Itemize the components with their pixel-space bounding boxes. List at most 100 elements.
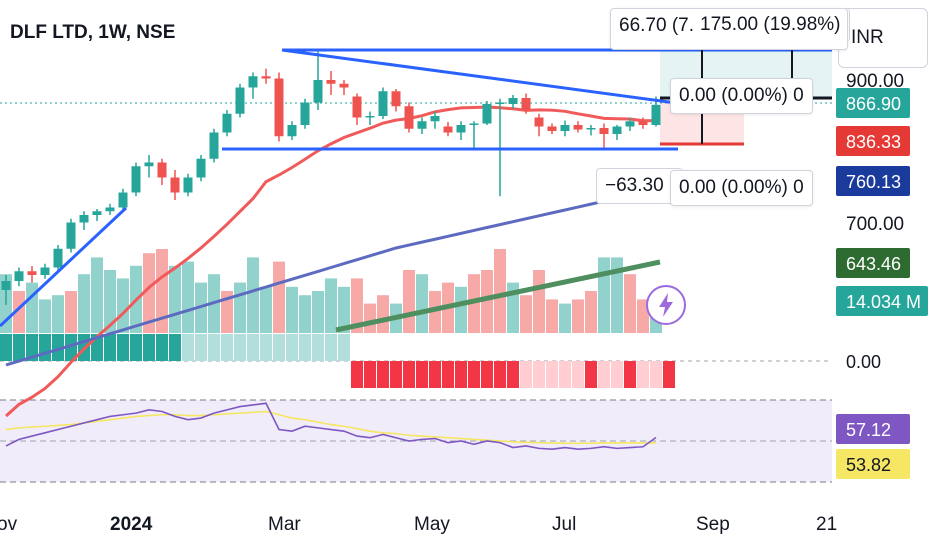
candle-body [469, 123, 479, 125]
candle-body [66, 222, 76, 249]
price-badge-bg [836, 88, 910, 118]
volume-bar [286, 286, 298, 333]
volume-bar [13, 291, 25, 333]
candle-body [235, 87, 245, 114]
histogram-bar [52, 334, 64, 361]
currency-button[interactable]: INR [838, 8, 928, 68]
price-badge-text: 866.90 [846, 94, 901, 114]
candle-body [209, 132, 219, 159]
volume-bar [533, 270, 545, 333]
position-stop-label[interactable]: 0.00 (0.00%) 0 [670, 78, 813, 114]
histogram-bar [325, 334, 337, 361]
histogram-bar [559, 361, 571, 388]
volume-bar [247, 257, 259, 333]
histogram-bar [195, 334, 207, 361]
volume-bar [585, 291, 597, 333]
volume-bar [117, 278, 129, 333]
measure-label-2[interactable]: 0.00 (0.00%) 0 [670, 170, 813, 206]
candle-body [92, 211, 102, 215]
symbol-title: DLF LTD, 1W, NSE [10, 22, 176, 43]
rising-trendline[interactable] [0, 206, 128, 328]
histogram-bar [442, 361, 454, 388]
volume-bar [468, 274, 480, 333]
volume-bar [598, 257, 610, 333]
candle-body [612, 126, 622, 134]
measure-label[interactable]: −63.30 ( [596, 168, 684, 204]
moving-averages [5, 105, 661, 418]
volume-bar [260, 286, 272, 333]
volume-bar [312, 291, 324, 333]
price-badge-bg [836, 346, 910, 376]
price-tick-700: 700.00 [846, 214, 904, 235]
histogram-bar [520, 361, 532, 388]
volume-bar [39, 299, 51, 333]
histogram-bar [663, 361, 675, 388]
price-badge-bg [836, 248, 910, 278]
histogram-bar [312, 334, 324, 361]
candle-body [170, 177, 180, 193]
measure-text: −63.30 ( [605, 175, 676, 196]
volume-bar [169, 265, 181, 333]
histogram-bar [104, 334, 116, 361]
histogram-bar [260, 334, 272, 361]
histogram-bar [390, 361, 402, 388]
ma-blue-line [5, 188, 657, 367]
volume-bar [351, 278, 363, 333]
candle-body [196, 158, 206, 178]
time-tick-sep: Sep [696, 514, 730, 535]
candle-body [313, 80, 323, 103]
descending-trendline[interactable] [281, 48, 677, 105]
price-tick-900: 900.00 [846, 71, 904, 92]
position-label-top[interactable]: 66.70 (7. [610, 8, 848, 50]
histogram-bar [507, 361, 519, 388]
histogram-bar [221, 334, 233, 361]
histogram-bar [65, 334, 77, 361]
ma-red-line [5, 105, 657, 418]
histogram-bar [338, 334, 350, 361]
candle-body [456, 125, 466, 133]
histogram-bar [494, 361, 506, 388]
volume-bar [338, 286, 350, 333]
rsi-lines [5, 402, 657, 451]
candle-body [534, 117, 544, 127]
histogram-bar [364, 361, 376, 388]
candle-body [430, 116, 440, 122]
price-badge: 53.82 [836, 449, 910, 479]
candle-body [300, 102, 310, 125]
candle-body [157, 162, 167, 178]
histogram-bar [481, 361, 493, 388]
time-tick-nov: ov [0, 514, 18, 535]
time-tick-jul: Jul [552, 514, 576, 535]
price-badge-bg [836, 414, 910, 444]
rsi-ma-line [5, 410, 656, 445]
candle-body [599, 128, 609, 134]
histogram-bar [13, 334, 25, 361]
volume-bar [273, 261, 285, 333]
price-badge-text: 760.13 [846, 172, 901, 192]
histogram-bar [286, 334, 298, 361]
volume-bar [143, 253, 155, 333]
volume-bar [403, 270, 415, 333]
histogram-bar [533, 361, 545, 388]
volume-bar [611, 257, 623, 333]
histogram-bar [403, 361, 415, 388]
volume-bar [91, 257, 103, 333]
price-badge-text: 0.00 [846, 352, 881, 372]
volume-bar [416, 274, 428, 333]
candle-body [560, 125, 570, 131]
candle-body [391, 91, 401, 107]
measure-text-2: 0.00 (0.00%) 0 [679, 177, 804, 198]
volume-bar [104, 270, 116, 333]
position-target-label[interactable]: 175.00 (19.98%) [692, 8, 850, 42]
flash-alert-button[interactable] [646, 285, 686, 325]
candle-body [105, 207, 115, 212]
volume-bars [0, 249, 662, 333]
candles [1, 50, 661, 305]
candle-body [339, 83, 349, 88]
candle-body [222, 113, 232, 133]
price-badge-bg [836, 166, 910, 196]
histogram-bar [546, 361, 558, 388]
volume-bar [481, 270, 493, 333]
volume-bar [572, 299, 584, 333]
volume-bar [364, 303, 376, 333]
